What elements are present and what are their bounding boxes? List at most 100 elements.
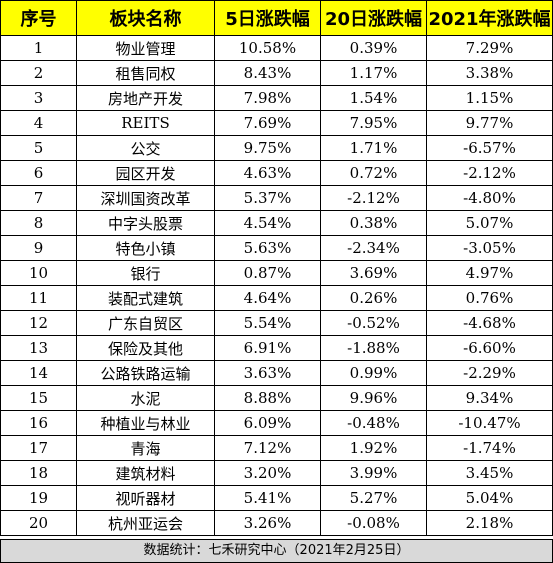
cell-2021-change[interactable]: -6.60% [426,335,553,361]
cell-sector-name[interactable]: 房地产开发 [76,85,215,111]
cell-index[interactable]: 3 [0,85,77,111]
cell-5day-change[interactable]: 6.91% [214,335,321,361]
cell-5day-change[interactable]: 4.63% [214,160,321,186]
cell-2021-change[interactable]: -3.05% [426,235,553,261]
header-cell-sector-name[interactable]: 板块名称 [76,0,215,36]
cell-sector-name[interactable]: 银行 [76,260,215,286]
cell-sector-name[interactable]: 装配式建筑 [76,285,215,311]
cell-index[interactable]: 2 [0,60,77,86]
cell-2021-change[interactable]: 1.15% [426,85,553,111]
cell-index[interactable]: 9 [0,235,77,261]
cell-20day-change[interactable]: 9.96% [320,385,427,411]
cell-5day-change[interactable]: 10.58% [214,35,321,61]
cell-20day-change[interactable]: -2.34% [320,235,427,261]
cell-index[interactable]: 4 [0,110,77,136]
cell-index[interactable]: 20 [0,510,77,536]
cell-index[interactable]: 16 [0,410,77,436]
cell-sector-name[interactable]: 租售同权 [76,60,215,86]
header-cell-20day-change[interactable]: 20日涨跌幅 [320,0,427,36]
cell-sector-name[interactable]: 广东自贸区 [76,310,215,336]
cell-index[interactable]: 10 [0,260,77,286]
cell-sector-name[interactable]: 公路铁路运输 [76,360,215,386]
cell-5day-change[interactable]: 5.37% [214,185,321,211]
cell-2021-change[interactable]: 4.97% [426,260,553,286]
cell-2021-change[interactable]: 3.38% [426,60,553,86]
cell-index[interactable]: 15 [0,385,77,411]
cell-sector-name[interactable]: 视听器材 [76,485,215,511]
cell-20day-change[interactable]: 7.95% [320,110,427,136]
cell-index[interactable]: 17 [0,435,77,461]
cell-index[interactable]: 19 [0,485,77,511]
cell-20day-change[interactable]: 5.27% [320,485,427,511]
source-footer[interactable]: 数据统计：七禾研究中心（2021年2月25日） [0,539,553,563]
cell-sector-name[interactable]: REITS [76,110,215,136]
cell-sector-name[interactable]: 特色小镇 [76,235,215,261]
cell-index[interactable]: 7 [0,185,77,211]
cell-20day-change[interactable]: 0.26% [320,285,427,311]
cell-5day-change[interactable]: 8.88% [214,385,321,411]
cell-2021-change[interactable]: -4.80% [426,185,553,211]
cell-2021-change[interactable]: 2.18% [426,510,553,536]
cell-index[interactable]: 6 [0,160,77,186]
cell-20day-change[interactable]: 3.69% [320,260,427,286]
cell-2021-change[interactable]: 9.77% [426,110,553,136]
cell-sector-name[interactable]: 水泥 [76,385,215,411]
cell-5day-change[interactable]: 7.98% [214,85,321,111]
cell-index[interactable]: 14 [0,360,77,386]
cell-5day-change[interactable]: 7.69% [214,110,321,136]
cell-20day-change[interactable]: -0.52% [320,310,427,336]
cell-5day-change[interactable]: 5.54% [214,310,321,336]
header-cell-5day-change[interactable]: 5日涨跌幅 [214,0,321,36]
cell-20day-change[interactable]: 1.17% [320,60,427,86]
header-cell-index[interactable]: 序号 [0,0,77,36]
cell-20day-change[interactable]: -2.12% [320,185,427,211]
cell-20day-change[interactable]: 1.71% [320,135,427,161]
header-cell-2021-change[interactable]: 2021年涨跌幅 [426,0,553,36]
cell-5day-change[interactable]: 7.12% [214,435,321,461]
cell-sector-name[interactable]: 中字头股票 [76,210,215,236]
cell-5day-change[interactable]: 6.09% [214,410,321,436]
cell-2021-change[interactable]: -4.68% [426,310,553,336]
cell-index[interactable]: 12 [0,310,77,336]
cell-5day-change[interactable]: 3.26% [214,510,321,536]
cell-2021-change[interactable]: 3.45% [426,460,553,486]
cell-2021-change[interactable]: -2.12% [426,160,553,186]
cell-2021-change[interactable]: 5.07% [426,210,553,236]
cell-sector-name[interactable]: 青海 [76,435,215,461]
cell-2021-change[interactable]: 9.34% [426,385,553,411]
cell-20day-change[interactable]: 1.54% [320,85,427,111]
cell-index[interactable]: 18 [0,460,77,486]
cell-5day-change[interactable]: 5.63% [214,235,321,261]
cell-sector-name[interactable]: 园区开发 [76,160,215,186]
cell-20day-change[interactable]: 0.99% [320,360,427,386]
cell-20day-change[interactable]: -0.48% [320,410,427,436]
cell-2021-change[interactable]: 5.04% [426,485,553,511]
cell-20day-change[interactable]: 3.99% [320,460,427,486]
cell-20day-change[interactable]: 0.39% [320,35,427,61]
cell-sector-name[interactable]: 保险及其他 [76,335,215,361]
cell-5day-change[interactable]: 0.87% [214,260,321,286]
cell-index[interactable]: 5 [0,135,77,161]
cell-20day-change[interactable]: 0.38% [320,210,427,236]
cell-20day-change[interactable]: -1.88% [320,335,427,361]
cell-2021-change[interactable]: -2.29% [426,360,553,386]
cell-sector-name[interactable]: 建筑材料 [76,460,215,486]
cell-5day-change[interactable]: 4.64% [214,285,321,311]
cell-sector-name[interactable]: 深圳国资改革 [76,185,215,211]
cell-5day-change[interactable]: 8.43% [214,60,321,86]
cell-5day-change[interactable]: 4.54% [214,210,321,236]
cell-2021-change[interactable]: -10.47% [426,410,553,436]
cell-sector-name[interactable]: 物业管理 [76,35,215,61]
cell-index[interactable]: 1 [0,35,77,61]
cell-index[interactable]: 11 [0,285,77,311]
cell-2021-change[interactable]: -1.74% [426,435,553,461]
cell-20day-change[interactable]: 1.92% [320,435,427,461]
cell-5day-change[interactable]: 5.41% [214,485,321,511]
cell-2021-change[interactable]: -6.57% [426,135,553,161]
cell-20day-change[interactable]: 0.72% [320,160,427,186]
cell-index[interactable]: 13 [0,335,77,361]
cell-sector-name[interactable]: 种植业与林业 [76,410,215,436]
cell-5day-change[interactable]: 9.75% [214,135,321,161]
cell-2021-change[interactable]: 0.76% [426,285,553,311]
cell-2021-change[interactable]: 7.29% [426,35,553,61]
